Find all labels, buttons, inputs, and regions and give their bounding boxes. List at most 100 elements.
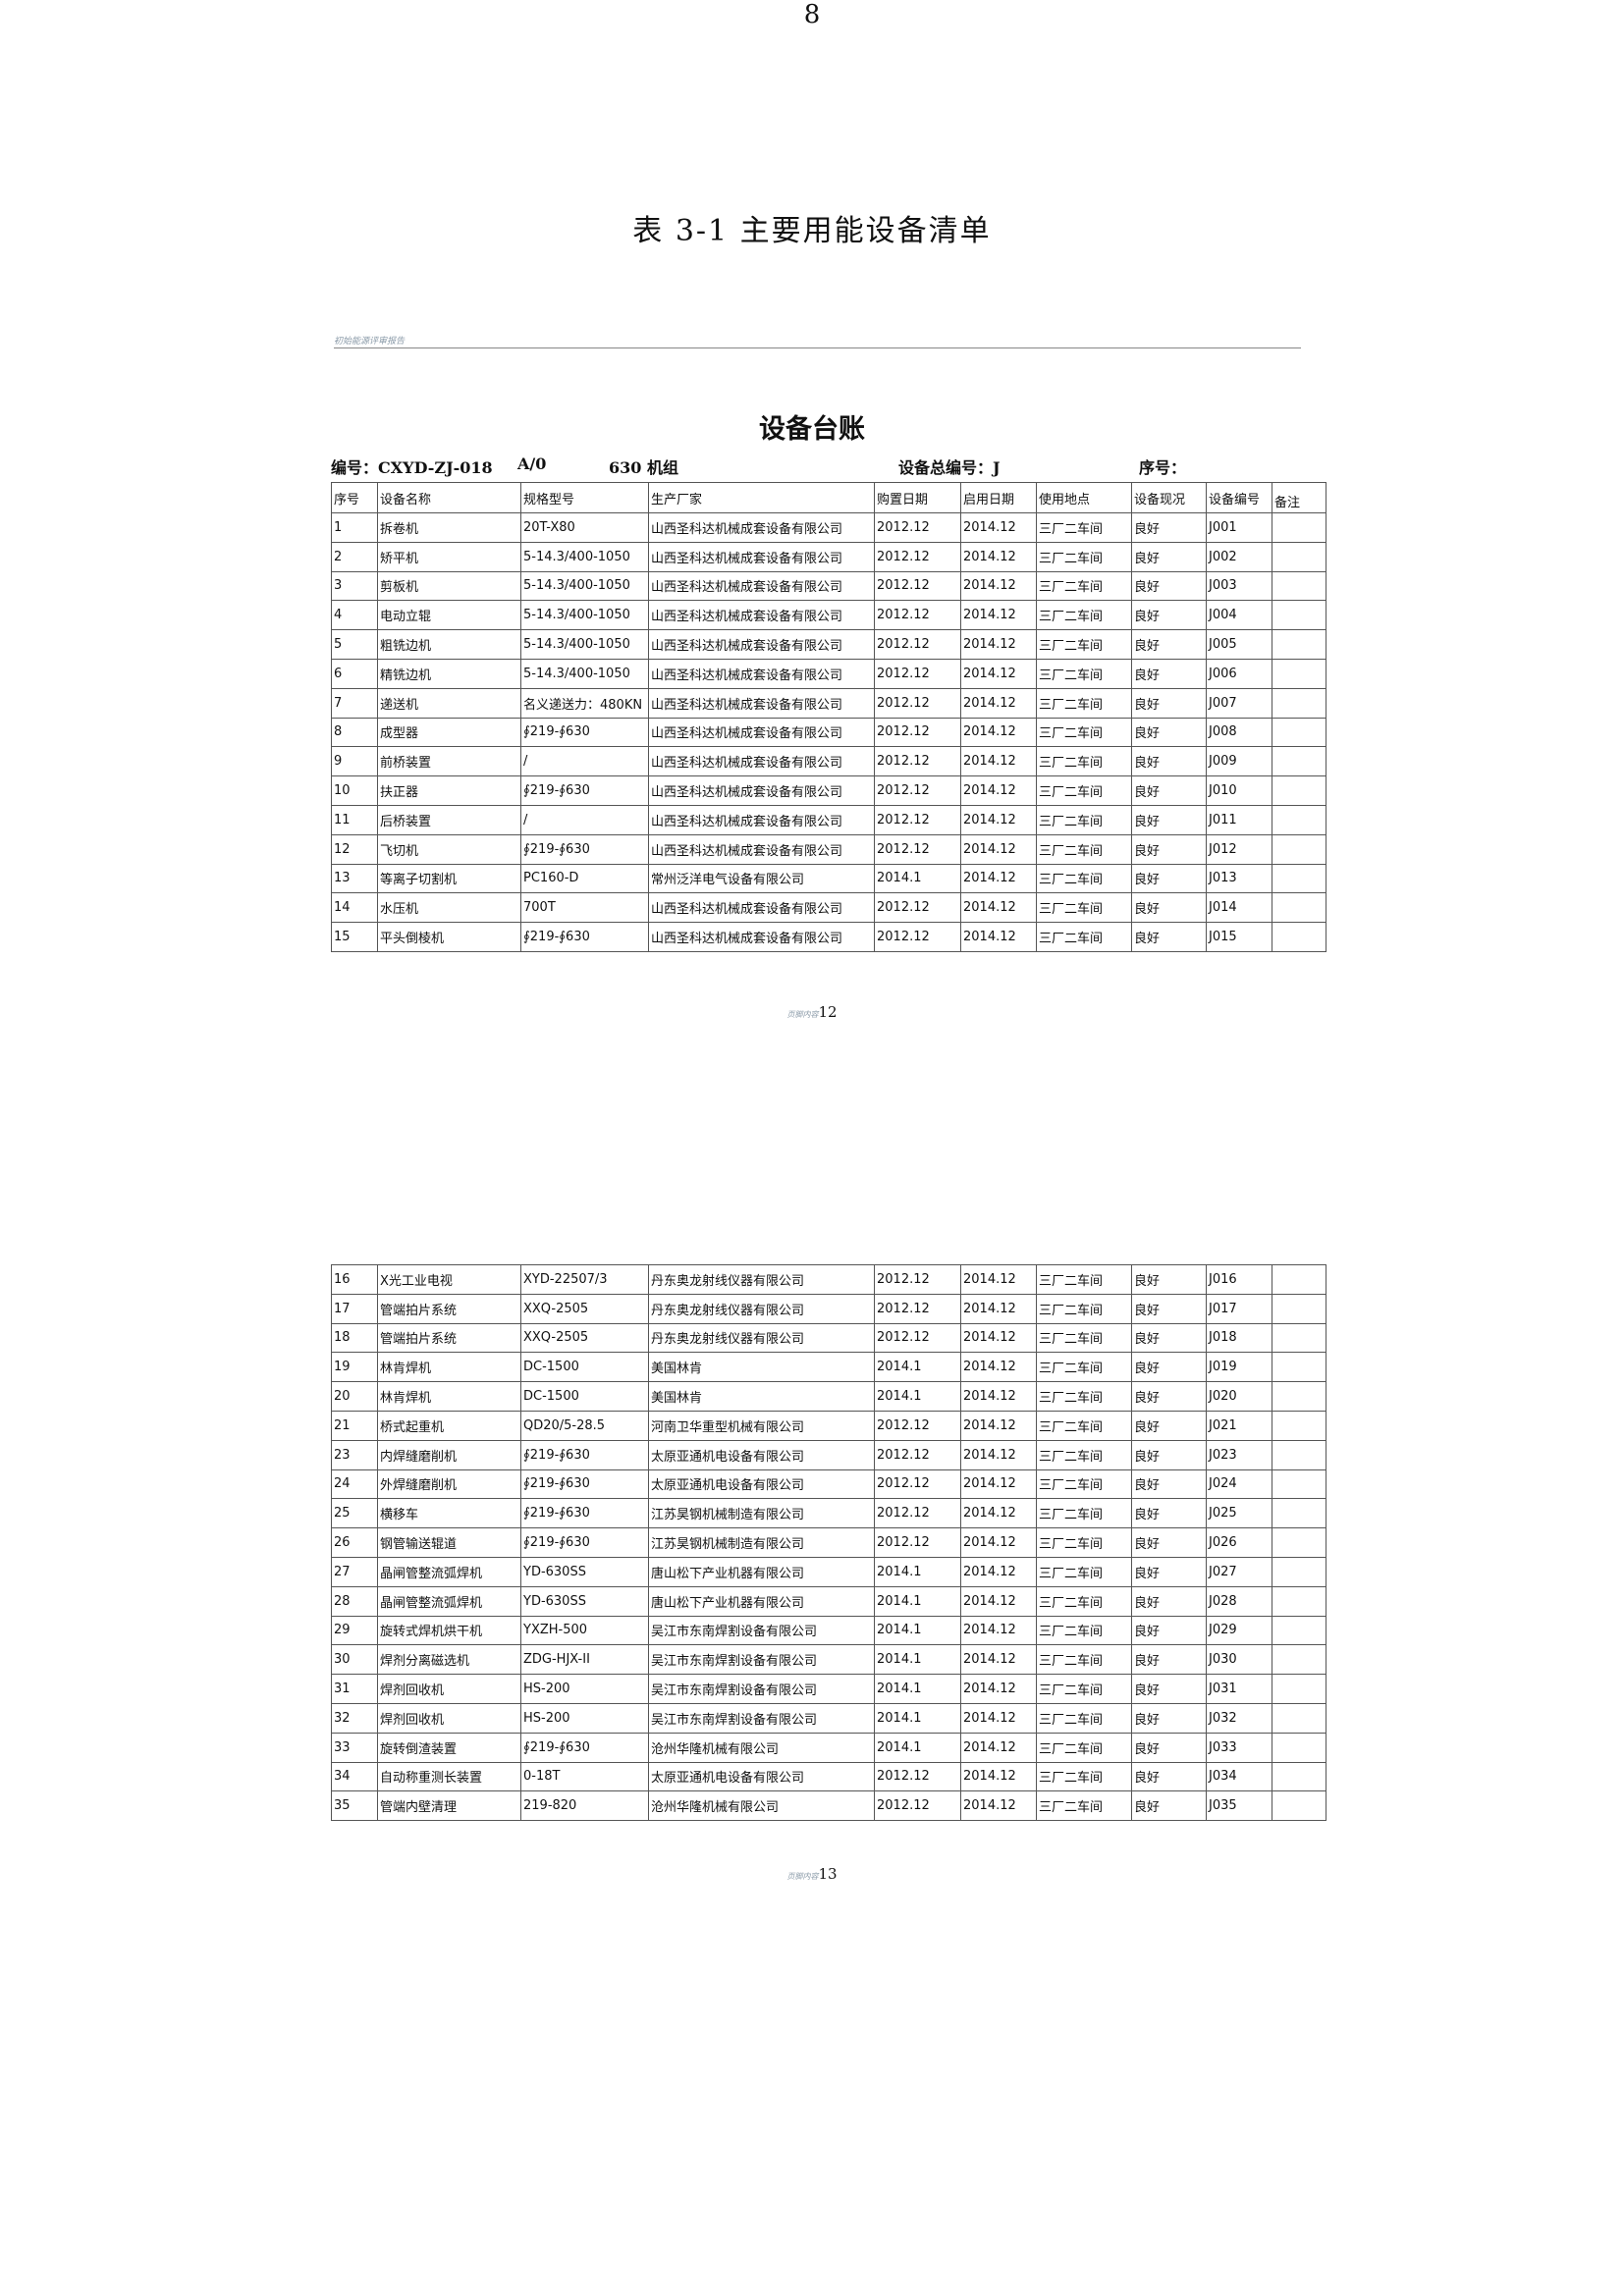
cell-start-date: 2014.12 [960,746,1037,777]
cell-name: 林肯焊机 [377,1381,521,1412]
cell-serial: 9 [331,746,378,777]
cell-condition: 良好 [1131,1293,1207,1324]
cell-condition: 良好 [1131,658,1207,689]
cell-name: 管端拍片系统 [377,1293,521,1324]
cell-model: ∮219-∮630 [520,1498,649,1529]
cell-manufacturer: 山西圣科达机械成套设备有限公司 [648,833,875,865]
cell-equipment-no: J005 [1206,629,1272,660]
cell-equipment-no: J007 [1206,687,1272,719]
cell-serial: 8 [331,717,378,748]
cell-serial: 13 [331,863,378,894]
column-header-remarks: 备注 [1272,482,1326,513]
cell-manufacturer: 山西圣科达机械成套设备有限公司 [648,687,875,719]
cell-location: 三厂二车间 [1036,775,1132,806]
cell-remarks [1272,1556,1326,1587]
cell-remarks [1272,658,1326,689]
cell-purchase-date: 2012.12 [874,1498,961,1529]
cell-remarks [1272,922,1326,952]
cell-manufacturer: 山西圣科达机械成套设备有限公司 [648,512,875,543]
cell-serial: 35 [331,1790,378,1822]
cell-condition: 良好 [1131,1527,1207,1558]
cell-equipment-no: J029 [1206,1615,1272,1646]
column-header-name: 设备名称 [377,482,521,513]
cell-remarks [1272,541,1326,572]
table-row: 10 扶正器 ∮219-∮630 山西圣科达机械成套设备有限公司 2012.12 2014… [331,775,1326,806]
cell-model: 5-14.3/400-1050 [520,600,649,631]
cell-purchase-date: 2012.12 [874,746,961,777]
cell-equipment-no: J030 [1206,1644,1272,1676]
table-row: 9 前桥装置 / 山西圣科达机械成套设备有限公司 2012.12 2014.12 三厂二车间… [331,746,1326,777]
cell-condition: 良好 [1131,1644,1207,1676]
cell-manufacturer: 山西圣科达机械成套设备有限公司 [648,804,875,835]
ledger-version: A/0 [517,454,547,473]
cell-model: DC-1500 [520,1352,649,1383]
page-number: 8 [803,0,821,29]
cell-name: 等离子切割机 [377,863,521,894]
cell-remarks [1272,687,1326,719]
column-header-condition: 设备现况 [1131,482,1207,513]
column-header-serial: 序号 [331,482,378,513]
table-row: 20 林肯焊机 DC-1500 美国林肯 2014.1 2014.12 三厂二车间 良好 J02… [331,1381,1326,1412]
cell-condition: 良好 [1131,1381,1207,1412]
cell-start-date: 2014.12 [960,1615,1037,1646]
cell-name: 剪板机 [377,570,521,602]
cell-location: 三厂二车间 [1036,541,1132,572]
cell-name: 晶闸管整流弧焊机 [377,1585,521,1617]
cell-manufacturer: 丹东奥龙射线仪器有限公司 [648,1293,875,1324]
cell-serial: 28 [331,1585,378,1617]
cell-model: 5-14.3/400-1050 [520,629,649,660]
cell-manufacturer: 山西圣科达机械成套设备有限公司 [648,600,875,631]
table-row: 11 后桥装置 / 山西圣科达机械成套设备有限公司 2012.12 2014.12 三厂二车… [331,804,1326,835]
table-row: 16 X光工业电视 XYD-22507/3 丹东奥龙射线仪器有限公司 2012.12 20… [331,1264,1326,1295]
table-row: 15 平头倒棱机 ∮219-∮630 山西圣科达机械成套设备有限公司 2012.12 20… [331,922,1326,952]
cell-name: 焊剂回收机 [377,1674,521,1704]
cell-serial: 31 [331,1674,378,1704]
cell-condition: 良好 [1131,804,1207,835]
cell-manufacturer: 山西圣科达机械成套设备有限公司 [648,658,875,689]
cell-manufacturer: 山西圣科达机械成套设备有限公司 [648,570,875,602]
cell-location: 三厂二车间 [1036,1498,1132,1529]
cell-purchase-date: 2012.12 [874,1468,961,1500]
cell-equipment-no: J001 [1206,512,1272,543]
cell-start-date: 2014.12 [960,687,1037,719]
cell-model: 5-14.3/400-1050 [520,541,649,572]
serial-no: 序号： [1139,458,1187,477]
cell-manufacturer: 江苏昊钢机械制造有限公司 [648,1498,875,1529]
cell-remarks [1272,1585,1326,1617]
cell-equipment-no: J011 [1206,804,1272,835]
cell-model: PC160-D [520,863,649,894]
cell-location: 三厂二车间 [1036,1322,1132,1354]
cell-start-date: 2014.12 [960,775,1037,806]
cell-remarks [1272,863,1326,894]
cell-start-date: 2014.12 [960,1527,1037,1558]
cell-manufacturer: 常州泛洋电气设备有限公司 [648,863,875,894]
table-row: 29 旋转式焊机烘干机 YXZH-500 吴江市东南焊割设备有限公司 2014.1 201… [331,1615,1326,1646]
cell-equipment-no: J028 [1206,1585,1272,1617]
cell-name: 旋转倒渣装置 [377,1732,521,1763]
cell-remarks [1272,1498,1326,1529]
cell-model: YXZH-500 [520,1615,649,1646]
cell-start-date: 2014.12 [960,1761,1037,1792]
cell-condition: 良好 [1131,1674,1207,1704]
cell-name: 横移车 [377,1498,521,1529]
cell-purchase-date: 2014.1 [874,1644,961,1676]
cell-location: 三厂二车间 [1036,629,1132,660]
table-row: 31 焊剂回收机 HS-200 吴江市东南焊割设备有限公司 2014.1 2014.12 三… [331,1674,1326,1704]
cell-model: ∮219-∮630 [520,1439,649,1470]
cell-remarks [1272,833,1326,865]
cell-equipment-no: J031 [1206,1674,1272,1704]
table-row: 30 焊剂分离磁选机 ZDG-HJX-II 吴江市东南焊割设备有限公司 2014.1 20… [331,1644,1326,1676]
cell-start-date: 2014.12 [960,629,1037,660]
column-header-manufacturer: 生产厂家 [648,482,875,513]
cell-purchase-date: 2014.1 [874,1615,961,1646]
cell-start-date: 2014.12 [960,1468,1037,1500]
cell-remarks [1272,1702,1326,1734]
cell-model: 20T-X80 [520,512,649,543]
cell-location: 三厂二车间 [1036,717,1132,748]
cell-condition: 良好 [1131,775,1207,806]
cell-location: 三厂二车间 [1036,1674,1132,1704]
cell-location: 三厂二车间 [1036,1644,1132,1676]
cell-equipment-no: J020 [1206,1381,1272,1412]
cell-name: 内焊缝磨削机 [377,1439,521,1470]
cell-condition: 良好 [1131,512,1207,543]
